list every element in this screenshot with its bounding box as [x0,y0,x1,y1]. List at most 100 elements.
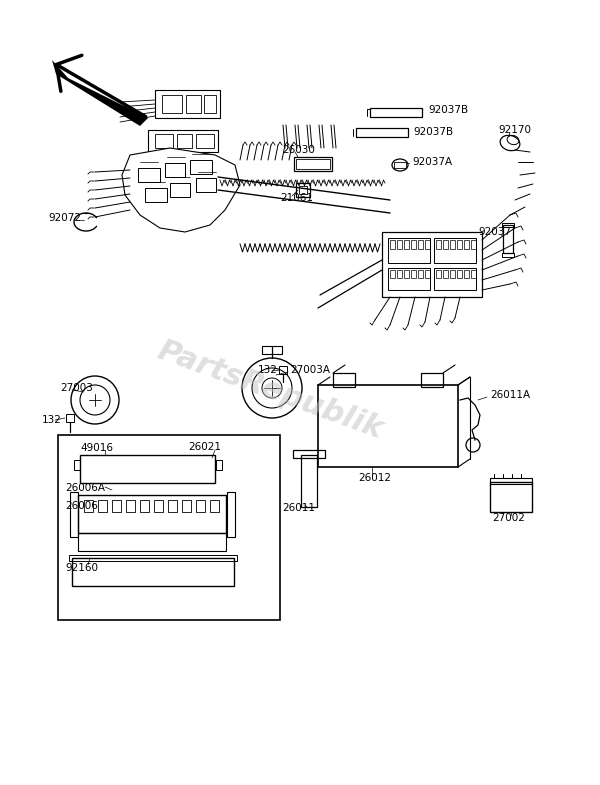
Bar [186,95,201,113]
Text: 132: 132 [42,415,62,425]
Bar [503,225,513,253]
Text: 132: 132 [258,365,278,375]
Bar [155,90,220,118]
Bar [464,270,469,278]
Bar [490,478,532,484]
Bar [72,558,234,586]
Bar [296,159,330,169]
Text: 26030: 26030 [282,145,315,155]
Polygon shape [52,60,148,126]
Bar [404,270,409,278]
Bar [502,223,514,227]
Bar [388,268,430,290]
Polygon shape [122,148,240,232]
Bar [80,455,215,483]
Bar [394,162,406,168]
Bar [170,183,190,197]
Bar [436,240,441,249]
Bar [434,268,476,290]
Bar [196,500,205,512]
Bar [279,366,287,374]
Bar [490,482,532,512]
Bar [177,134,192,148]
Bar [84,500,93,512]
Bar [126,500,135,512]
Bar [196,178,216,192]
Bar [464,240,469,249]
Bar [425,240,430,249]
Bar [471,270,476,278]
Text: 26006A: 26006A [65,483,105,493]
Bar [457,270,462,278]
Bar [502,253,514,257]
Bar [182,500,191,512]
Bar [404,240,409,249]
Text: 92170: 92170 [498,125,531,135]
Bar [418,270,423,278]
Bar [443,240,448,249]
Bar [299,186,307,194]
Bar [70,492,78,537]
Bar [370,108,422,117]
Text: 92037B: 92037B [413,127,453,137]
Bar [425,270,430,278]
Bar [294,157,332,171]
Bar [196,134,214,148]
Bar [216,460,222,470]
Bar [443,270,448,278]
Text: 26011: 26011 [282,503,315,513]
Bar [165,163,185,177]
Text: 26011A: 26011A [490,390,530,400]
Bar [388,238,430,263]
Bar [69,555,237,561]
Bar [155,134,173,148]
Bar [78,495,226,533]
Bar [145,188,167,202]
Bar [397,240,402,249]
Bar [78,533,226,551]
Text: 92072: 92072 [48,213,81,223]
Bar [436,270,441,278]
Text: 92160: 92160 [65,563,98,573]
Bar [154,500,163,512]
Bar [138,168,160,182]
Bar [74,460,80,470]
Bar [66,414,74,422]
Text: 21061: 21061 [280,193,313,203]
Bar [318,385,458,467]
Bar [390,270,395,278]
Text: 27002: 27002 [492,513,525,523]
Bar [148,130,218,152]
Bar [190,160,212,174]
Bar [262,346,282,354]
Text: 92037B: 92037B [428,105,468,115]
Text: 49016: 49016 [80,443,113,453]
Bar [418,240,423,249]
Bar [162,95,182,113]
Bar [210,500,219,512]
Bar [450,240,455,249]
Text: 26012: 26012 [358,473,391,483]
Bar [301,455,317,507]
Text: 92037: 92037 [478,227,511,237]
Bar [434,238,476,263]
Bar [58,435,280,620]
Bar [356,128,408,137]
Text: PartsRepublik: PartsRepublik [153,336,387,444]
Bar [471,240,476,249]
Bar [98,500,107,512]
Text: 26006: 26006 [65,501,98,511]
Bar [450,270,455,278]
Bar [421,373,443,387]
Bar [293,450,325,458]
Text: 26021: 26021 [188,442,221,452]
Bar [457,240,462,249]
Text: 92037A: 92037A [412,157,452,167]
Bar [333,373,355,387]
Bar [227,492,235,537]
Bar [204,95,216,113]
Bar [168,500,177,512]
Bar [140,500,149,512]
Bar [397,270,402,278]
Bar [112,500,121,512]
